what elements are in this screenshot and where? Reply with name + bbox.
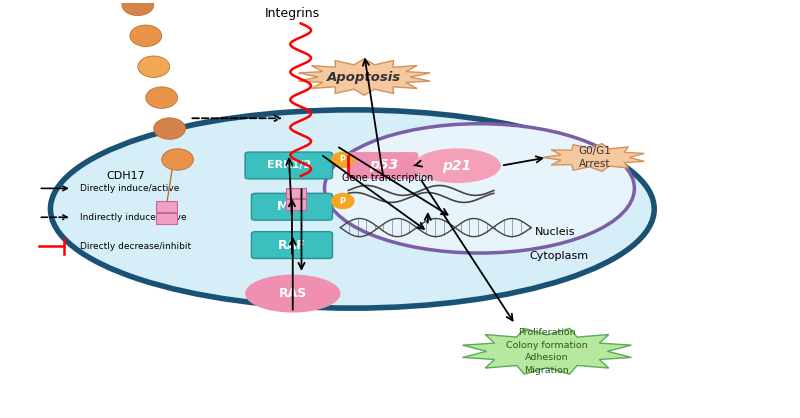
Polygon shape <box>543 143 644 171</box>
Text: MEK: MEK <box>277 200 307 213</box>
Ellipse shape <box>146 87 178 108</box>
FancyBboxPatch shape <box>245 152 333 179</box>
Ellipse shape <box>50 110 654 308</box>
Ellipse shape <box>138 56 170 77</box>
FancyBboxPatch shape <box>156 201 177 212</box>
Text: P: P <box>340 196 346 206</box>
Text: Indirectly induce/active: Indirectly induce/active <box>80 213 186 222</box>
Ellipse shape <box>154 118 186 139</box>
Ellipse shape <box>331 152 354 168</box>
Polygon shape <box>298 59 430 95</box>
FancyBboxPatch shape <box>156 213 177 224</box>
Text: CDH17: CDH17 <box>106 171 146 181</box>
Ellipse shape <box>122 0 154 15</box>
Text: Directly decrease/inhibit: Directly decrease/inhibit <box>80 242 191 251</box>
Text: G0/G1
Arrest: G0/G1 Arrest <box>578 146 611 168</box>
Ellipse shape <box>331 193 354 209</box>
Text: Gene transcription: Gene transcription <box>342 173 434 183</box>
Ellipse shape <box>130 25 162 46</box>
Ellipse shape <box>414 148 501 183</box>
Text: p21: p21 <box>442 159 472 173</box>
Ellipse shape <box>162 149 194 170</box>
Text: Directly induce/active: Directly induce/active <box>80 184 179 193</box>
Text: ERK1/2: ERK1/2 <box>266 161 311 171</box>
Ellipse shape <box>245 275 341 313</box>
FancyBboxPatch shape <box>286 199 306 210</box>
Text: Integrins: Integrins <box>265 7 320 20</box>
Polygon shape <box>462 329 631 374</box>
FancyBboxPatch shape <box>251 232 333 258</box>
Ellipse shape <box>325 124 634 253</box>
FancyBboxPatch shape <box>286 188 306 198</box>
Text: Cytoplasm: Cytoplasm <box>530 252 589 261</box>
Text: RAS: RAS <box>278 287 307 300</box>
Text: P: P <box>340 155 346 164</box>
FancyBboxPatch shape <box>348 152 418 179</box>
Text: Nucleis: Nucleis <box>534 227 575 237</box>
Text: RAF: RAF <box>278 239 306 252</box>
Text: p53: p53 <box>369 158 398 173</box>
Text: Apoptosis: Apoptosis <box>327 71 402 84</box>
Text: Proliferation
Colony formation
Adhesion
Migration: Proliferation Colony formation Adhesion … <box>506 328 588 375</box>
FancyBboxPatch shape <box>251 194 333 220</box>
